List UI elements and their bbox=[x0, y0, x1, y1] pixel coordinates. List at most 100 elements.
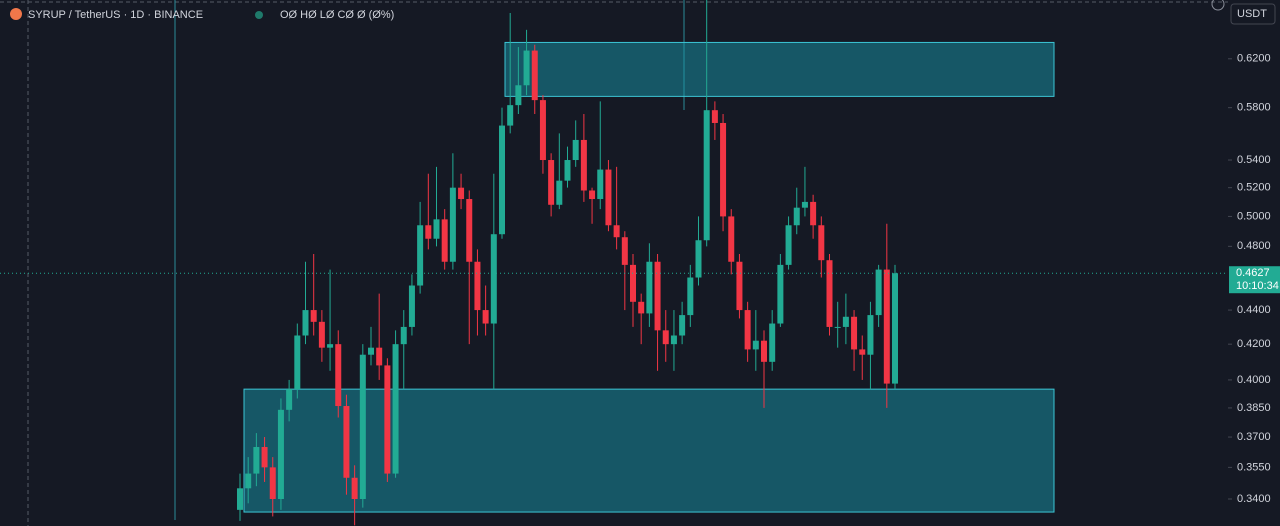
candle-body bbox=[384, 365, 391, 474]
candle-body bbox=[769, 323, 776, 362]
candle-body bbox=[474, 261, 481, 311]
candle-body bbox=[883, 269, 890, 384]
candle-body bbox=[556, 180, 563, 205]
candle-body bbox=[801, 201, 808, 208]
candle-body bbox=[515, 85, 522, 106]
candle-body bbox=[539, 100, 546, 161]
add-button[interactable] bbox=[1211, 0, 1225, 11]
y-tick-label: 0.3850 bbox=[1237, 402, 1271, 414]
candle-body bbox=[335, 344, 342, 407]
candle-body bbox=[605, 169, 612, 226]
candle-body bbox=[761, 340, 767, 362]
candle-body bbox=[400, 326, 407, 345]
candle-body bbox=[310, 310, 317, 322]
candle-body bbox=[433, 219, 440, 239]
candle-body bbox=[499, 125, 505, 235]
price-zone bbox=[243, 388, 1055, 513]
candle-body bbox=[294, 335, 301, 390]
candle-body bbox=[523, 50, 530, 86]
y-tick-label: 0.5800 bbox=[1237, 102, 1271, 114]
y-tick-label: 0.4000 bbox=[1237, 374, 1271, 386]
candle-body bbox=[646, 261, 653, 314]
candle-body bbox=[466, 199, 473, 262]
candle-body bbox=[572, 139, 579, 161]
candle-body bbox=[449, 187, 456, 262]
candle-body bbox=[679, 315, 686, 336]
candle-body bbox=[711, 110, 718, 123]
y-tick-label: 0.5000 bbox=[1237, 210, 1271, 222]
y-tick-label: 0.3550 bbox=[1237, 461, 1271, 473]
symbol-logo[interactable] bbox=[10, 8, 22, 20]
last-price-label: 0.4627 bbox=[1236, 267, 1270, 279]
last-price-badge bbox=[1229, 266, 1280, 294]
candle-body bbox=[867, 315, 874, 355]
status-dot bbox=[255, 11, 263, 19]
candle-body bbox=[621, 237, 628, 265]
candle-body bbox=[875, 269, 882, 316]
candle-body bbox=[490, 234, 497, 324]
candles bbox=[237, 0, 898, 526]
candle-body bbox=[277, 409, 284, 500]
candle-body bbox=[392, 344, 399, 474]
candle-body bbox=[597, 169, 604, 200]
ohlc-legend: OØ HØ LØ CØ Ø (Ø%) bbox=[280, 9, 394, 21]
candle-body bbox=[237, 488, 243, 510]
candle-body bbox=[269, 467, 276, 500]
y-tick-label: 0.6200 bbox=[1237, 53, 1271, 65]
y-tick-label: 0.5400 bbox=[1237, 154, 1271, 166]
candle-body bbox=[638, 301, 645, 314]
y-tick-label: 0.4200 bbox=[1237, 338, 1271, 350]
candle-body bbox=[695, 240, 702, 278]
candle-body bbox=[687, 277, 694, 316]
countdown-label: 10:10:34 bbox=[1236, 280, 1279, 292]
candle-body bbox=[752, 340, 759, 350]
candle-body bbox=[327, 344, 334, 348]
candle-body bbox=[851, 316, 858, 350]
candle-body bbox=[589, 190, 596, 200]
candle-body bbox=[720, 122, 727, 217]
candle-body bbox=[859, 349, 866, 355]
candle-body bbox=[842, 316, 849, 327]
candle-body bbox=[425, 225, 432, 239]
price-axis[interactable] bbox=[1228, 0, 1280, 526]
candle-body bbox=[302, 310, 309, 336]
candle-body bbox=[531, 50, 538, 101]
candle-body bbox=[818, 225, 825, 261]
y-tick-label: 0.4400 bbox=[1237, 304, 1271, 316]
candle-body bbox=[417, 225, 424, 286]
candle-body bbox=[286, 389, 293, 410]
candle-body bbox=[703, 110, 710, 241]
candle-body bbox=[892, 273, 898, 384]
candle-body bbox=[793, 207, 800, 226]
candle-body bbox=[245, 473, 252, 489]
candle-body bbox=[261, 447, 268, 468]
currency-label[interactable]: USDT bbox=[1237, 8, 1267, 20]
candle-body bbox=[548, 160, 555, 205]
candle-body bbox=[670, 335, 677, 345]
candle-body bbox=[785, 225, 792, 265]
candle-body bbox=[482, 310, 489, 324]
candle-body bbox=[728, 216, 735, 262]
y-tick-label: 0.4800 bbox=[1237, 240, 1271, 252]
price-zone bbox=[504, 41, 1055, 97]
candle-body bbox=[368, 347, 374, 355]
currency-button[interactable] bbox=[1230, 3, 1276, 25]
candle-body bbox=[810, 201, 817, 226]
candle-body bbox=[744, 310, 751, 350]
candle-body bbox=[458, 187, 465, 200]
candle-body bbox=[777, 264, 784, 324]
symbol-title[interactable]: SYRUP / TetherUS · 1D · BINANCE bbox=[28, 9, 203, 21]
candle-body bbox=[826, 260, 833, 327]
candle-body bbox=[359, 354, 366, 500]
price-ticks: 0.6200 0.5800 0.5400 0.5200 0.5000 0.4800 0.44… bbox=[1228, 53, 1271, 505]
candle-body bbox=[834, 326, 841, 328]
y-tick-label: 0.3700 bbox=[1237, 431, 1271, 443]
candle-body bbox=[507, 105, 514, 126]
candle-body bbox=[580, 139, 587, 191]
candle-body bbox=[564, 160, 571, 181]
candle-body bbox=[613, 225, 620, 238]
candle-body bbox=[351, 477, 358, 500]
y-tick-label: 0.3400 bbox=[1237, 493, 1271, 505]
